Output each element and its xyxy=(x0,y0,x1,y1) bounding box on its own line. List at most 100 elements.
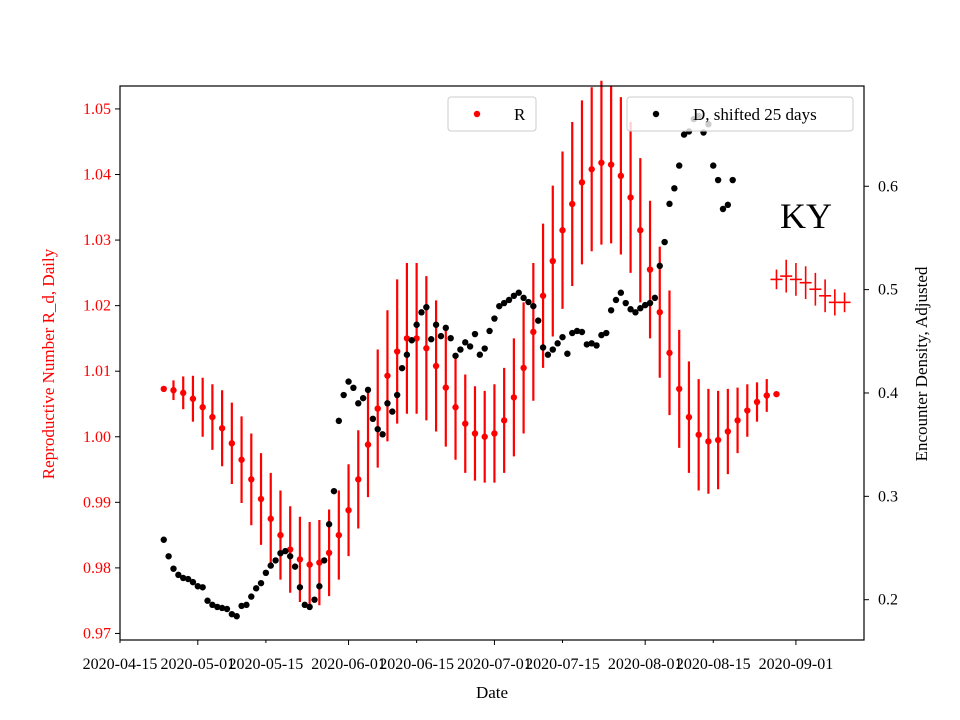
d-point xyxy=(408,337,415,344)
d-point xyxy=(719,205,727,213)
x-major-tick-label: 2020-06-01 xyxy=(311,656,386,673)
r-point xyxy=(481,433,488,440)
d-point xyxy=(389,408,396,415)
d-point xyxy=(291,563,299,570)
d-point xyxy=(325,521,333,528)
d-point xyxy=(598,331,605,339)
left-axis: 0.97 0.98 0.99 1.00 1.01 1.02 1.03 1.04 1.05 xyxy=(83,101,120,642)
d-point xyxy=(423,303,430,311)
d-point xyxy=(180,574,187,582)
d-point xyxy=(277,549,284,557)
legend-d-marker xyxy=(652,110,660,118)
left-tick-label: 1.05 xyxy=(83,101,111,118)
r-point xyxy=(432,362,440,370)
d-point xyxy=(432,321,440,328)
d-point xyxy=(170,565,177,572)
d-point xyxy=(413,321,420,328)
d-point xyxy=(228,610,236,618)
d-point xyxy=(359,394,367,402)
r-point xyxy=(306,561,313,568)
d-point xyxy=(646,299,654,307)
left-tick-label: 0.99 xyxy=(83,494,111,511)
d-point xyxy=(534,317,542,324)
d-point xyxy=(588,340,595,347)
d-point xyxy=(505,296,513,304)
d-point xyxy=(510,292,518,300)
r-point xyxy=(773,390,780,398)
legend-r-label: R xyxy=(514,105,526,124)
r-point xyxy=(695,431,702,438)
d-point xyxy=(306,603,313,611)
d-point xyxy=(729,176,736,184)
r-point xyxy=(277,531,284,539)
x-minor-tick-label: 2020-04-15 xyxy=(83,656,158,673)
d-point xyxy=(214,603,221,611)
r-point xyxy=(462,420,469,427)
d-point xyxy=(559,333,566,341)
d-point xyxy=(301,601,308,609)
d-point xyxy=(554,340,561,347)
r-point xyxy=(413,335,420,342)
r-point xyxy=(189,395,197,402)
d-point xyxy=(384,400,391,407)
right-tick-label: 0.2 xyxy=(878,592,898,609)
x-major-tick-label: 2020-07-01 xyxy=(457,656,532,673)
r-point xyxy=(423,345,430,352)
r-point xyxy=(530,328,537,336)
legend-d: D, shifted 25 days xyxy=(626,96,854,132)
d-point xyxy=(223,605,231,613)
d-point xyxy=(189,578,197,586)
left-tick-label: 1.01 xyxy=(83,363,111,380)
r-point xyxy=(325,549,333,557)
d-point xyxy=(379,431,386,438)
d-point xyxy=(374,425,381,433)
legend-d-box xyxy=(626,96,854,132)
d-point xyxy=(641,301,649,309)
d-point xyxy=(680,131,688,138)
legend-d-label: D, shifted 25 days xyxy=(693,105,817,124)
x-major-tick-label: 2020-05-01 xyxy=(160,656,235,673)
r-point xyxy=(238,456,245,463)
r-point xyxy=(364,441,372,448)
x-minor-tick-label: 2020-06-15 xyxy=(379,656,454,673)
r-point xyxy=(384,372,391,379)
r-point xyxy=(666,349,673,357)
d-point xyxy=(403,351,411,358)
d-point xyxy=(549,346,556,353)
d-point xyxy=(525,298,532,306)
d-point xyxy=(496,302,503,310)
d-point xyxy=(393,391,401,399)
r-point xyxy=(539,292,547,299)
r-point xyxy=(442,384,450,391)
d-point xyxy=(209,601,216,609)
r-point xyxy=(345,506,352,514)
d-point xyxy=(622,299,629,307)
r-point xyxy=(374,405,381,412)
d-point xyxy=(437,332,445,340)
d-point xyxy=(296,584,304,591)
x-minor-tick-label: 2020-05-15 xyxy=(229,656,304,673)
r-point xyxy=(705,438,712,445)
d-point xyxy=(539,344,547,351)
d-point xyxy=(262,569,270,577)
d-point xyxy=(656,262,663,270)
r-point xyxy=(199,404,206,411)
d-point xyxy=(466,343,474,350)
d-point xyxy=(578,328,586,336)
d-point xyxy=(520,294,527,302)
left-tick-label: 0.98 xyxy=(83,560,111,577)
r-point xyxy=(714,436,722,444)
d-point xyxy=(175,571,182,579)
r-point xyxy=(763,392,770,399)
d-point xyxy=(248,593,255,600)
d-point xyxy=(515,289,522,296)
x-minor-tick-label: 2020-08-15 xyxy=(676,656,751,673)
left-tick-label: 1.00 xyxy=(83,429,111,446)
r-point xyxy=(218,425,226,432)
d-point xyxy=(199,584,206,591)
d-point xyxy=(671,185,678,192)
left-tick-label: 0.97 xyxy=(83,625,111,642)
d-point xyxy=(612,296,620,304)
left-axis-label: Reproductive Number R_d, Daily xyxy=(39,248,58,479)
